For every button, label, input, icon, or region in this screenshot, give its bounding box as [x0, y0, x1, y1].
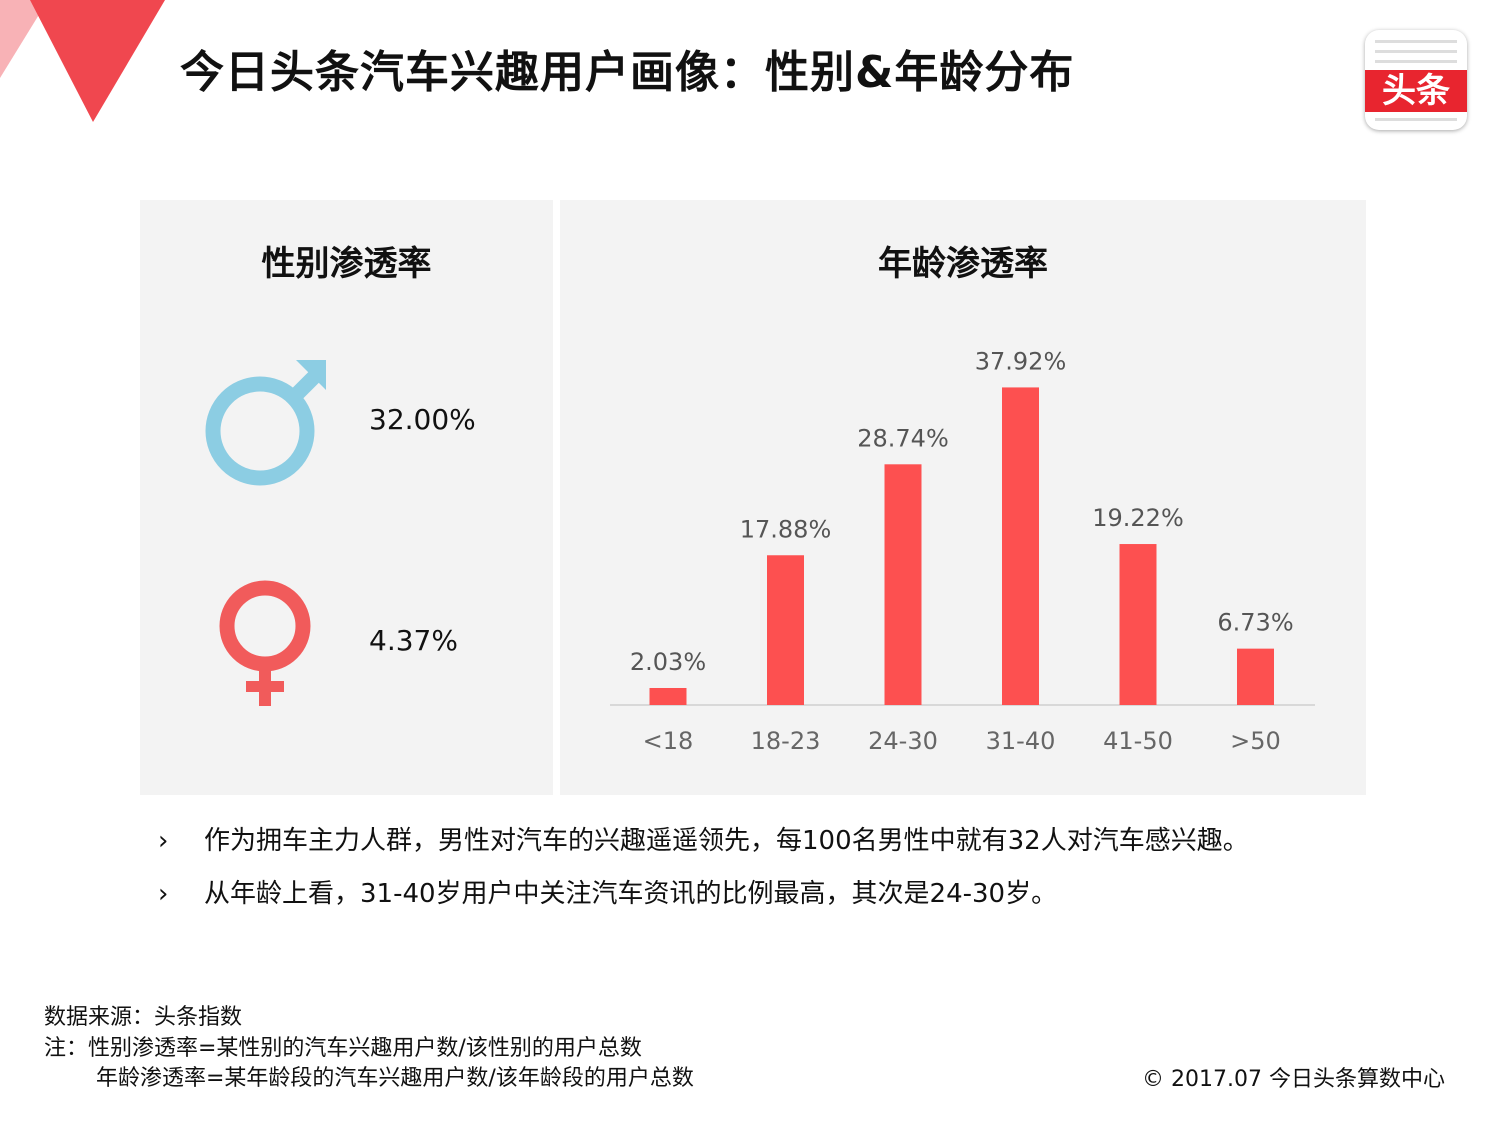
- corner-triangle-light: [0, 0, 48, 78]
- bar-2: [767, 555, 804, 705]
- bullet-1-text: 作为拥车主力人群，男性对汽车的兴趣遥遥领先，每100名男性中就有32人对汽车感兴…: [204, 826, 1249, 856]
- bullet-1-mark: ›: [158, 826, 169, 856]
- bar-value-label-3: 28.74%: [857, 424, 949, 452]
- x-tick-label-4: 31-40: [986, 727, 1056, 755]
- gender-panel-title: 性别渗透率: [261, 244, 432, 284]
- copyright: © 2017.07 今日头条算数中心: [1142, 1067, 1445, 1092]
- x-tick-label-2: 18-23: [751, 727, 821, 755]
- note-age: 年龄渗透率=某年龄段的汽车兴趣用户数/该年龄段的用户总数: [96, 1066, 694, 1091]
- data-source: 数据来源：头条指数: [44, 1005, 243, 1030]
- toutiao-logo: 头条: [1365, 30, 1467, 130]
- female-percentage: 4.37%: [369, 624, 458, 657]
- bullet-1: › 作为拥车主力人群，男性对汽车的兴趣遥遥领先，每100名男性中就有32人对汽车感…: [158, 820, 1249, 857]
- x-tick-label-5: 41-50: [1103, 727, 1173, 755]
- bar-4: [1002, 387, 1039, 705]
- note-gender: 注：性别渗透率=某性别的汽车兴趣用户数/该性别的用户总数: [44, 1036, 642, 1061]
- bullet-2: › 从年龄上看，31-40岁用户中关注汽车资讯的比例最高，其次是24-30岁。: [158, 873, 1057, 910]
- bullet-2-text: 从年龄上看，31-40岁用户中关注汽车资讯的比例最高，其次是24-30岁。: [204, 879, 1058, 909]
- page-title: 今日头条汽车兴趣用户画像：性别&年龄分布: [180, 47, 1075, 98]
- bar-value-label-4: 37.92%: [975, 347, 1067, 375]
- age-panel: 年龄渗透率 2.03% <18 17.88% 18-23 28.74% 24-30 37.9…: [560, 200, 1366, 795]
- x-tick-label-3: 24-30: [868, 727, 938, 755]
- logo-text: 头条: [1365, 70, 1467, 112]
- bullet-2-mark: ›: [158, 879, 169, 909]
- bar-value-label-2: 17.88%: [740, 515, 832, 543]
- x-tick-label-1: <18: [643, 727, 694, 755]
- corner-decoration: [0, 0, 165, 122]
- x-tick-label-6: >50: [1230, 727, 1281, 755]
- corner-triangle-dark: [30, 0, 165, 122]
- bar-value-label-1: 2.03%: [630, 648, 706, 676]
- female-icon: [219, 580, 311, 706]
- bar-1: [649, 687, 687, 705]
- bar-6: [1237, 648, 1274, 705]
- age-panel-title: 年龄渗透率: [878, 244, 1048, 284]
- bar-value-label-5: 19.22%: [1092, 504, 1184, 532]
- bar-value-label-6: 6.73%: [1217, 609, 1293, 637]
- bar-5: [1119, 544, 1157, 705]
- male-percentage: 32.00%: [369, 403, 476, 436]
- bar-3: [884, 464, 922, 705]
- gender-panel: 性别渗透率 32.00% 4.37%: [140, 200, 553, 795]
- age-bar-chart: 2.03% <18 17.88% 18-23 28.74% 24-30 37.92% 31-4…: [610, 347, 1315, 755]
- male-icon: [205, 360, 326, 486]
